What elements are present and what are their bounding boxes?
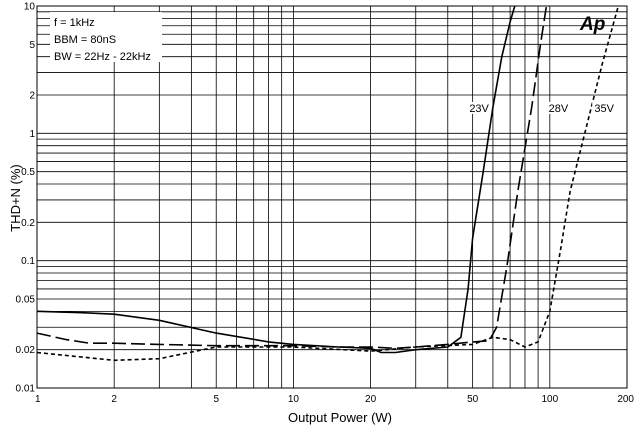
x-tick-label: 10 — [288, 394, 300, 405]
y-tick-label: 10 — [24, 2, 36, 13]
tick-labels: 1 2 5 10 20 50 100 200 0.01 0.02 0.05 0.1 0.2 0.5 1 2 5 1… — [16, 2, 634, 406]
y-tick-label: 5 — [29, 40, 35, 51]
minor-gridlines — [37, 6, 628, 388]
y-tick-label: 2 — [29, 91, 35, 102]
x-tick-label: 1 — [35, 394, 41, 405]
ap-logo: Ap — [579, 14, 605, 35]
conditions-legend: f = 1kHz BBM = 80nS BW = 22Hz - 22kHz — [50, 12, 162, 63]
x-tick-label: 100 — [541, 394, 558, 405]
y-tick-label: 1 — [29, 129, 35, 140]
conditions-legend-box — [50, 12, 162, 62]
major-gridlines — [36, 6, 627, 389]
x-tick-label: 50 — [467, 394, 479, 405]
series-layer — [36, 5, 620, 362]
x-tick-label: 200 — [617, 394, 634, 405]
series-line-35v — [36, 5, 620, 362]
plot-frame — [36, 5, 628, 389]
x-tick-label: 2 — [111, 394, 117, 405]
y-tick-label: 0.05 — [16, 294, 36, 305]
series-label-23v: 23V — [469, 103, 489, 115]
condition-bandwidth: BW = 22Hz - 22kHz — [54, 51, 151, 63]
series-line-23v — [36, 5, 516, 354]
y-tick-label: 0.1 — [21, 256, 35, 267]
condition-frequency: f = 1kHz — [54, 17, 95, 29]
series-label-35v: 35V — [594, 103, 614, 115]
series-labels: 23V 28V 35V — [467, 101, 617, 115]
x-tick-label: 5 — [213, 394, 219, 405]
y-tick-label: 0.01 — [16, 384, 36, 395]
y-tick-label: 0.2 — [21, 218, 35, 229]
series-label-bg — [592, 101, 617, 114]
series-label-bg — [467, 101, 492, 114]
y-axis-title: THD+N (%) — [8, 164, 23, 232]
series-label-28v: 28V — [549, 103, 569, 115]
x-axis-title: Output Power (W) — [288, 410, 392, 425]
series-line-28v — [36, 5, 548, 350]
series-label-bg — [546, 101, 571, 114]
condition-bbm: BBM = 80nS — [54, 34, 116, 46]
y-tick-label: 0.5 — [21, 167, 35, 178]
x-tick-label: 20 — [365, 394, 377, 405]
y-tick-label: 0.02 — [16, 345, 36, 356]
